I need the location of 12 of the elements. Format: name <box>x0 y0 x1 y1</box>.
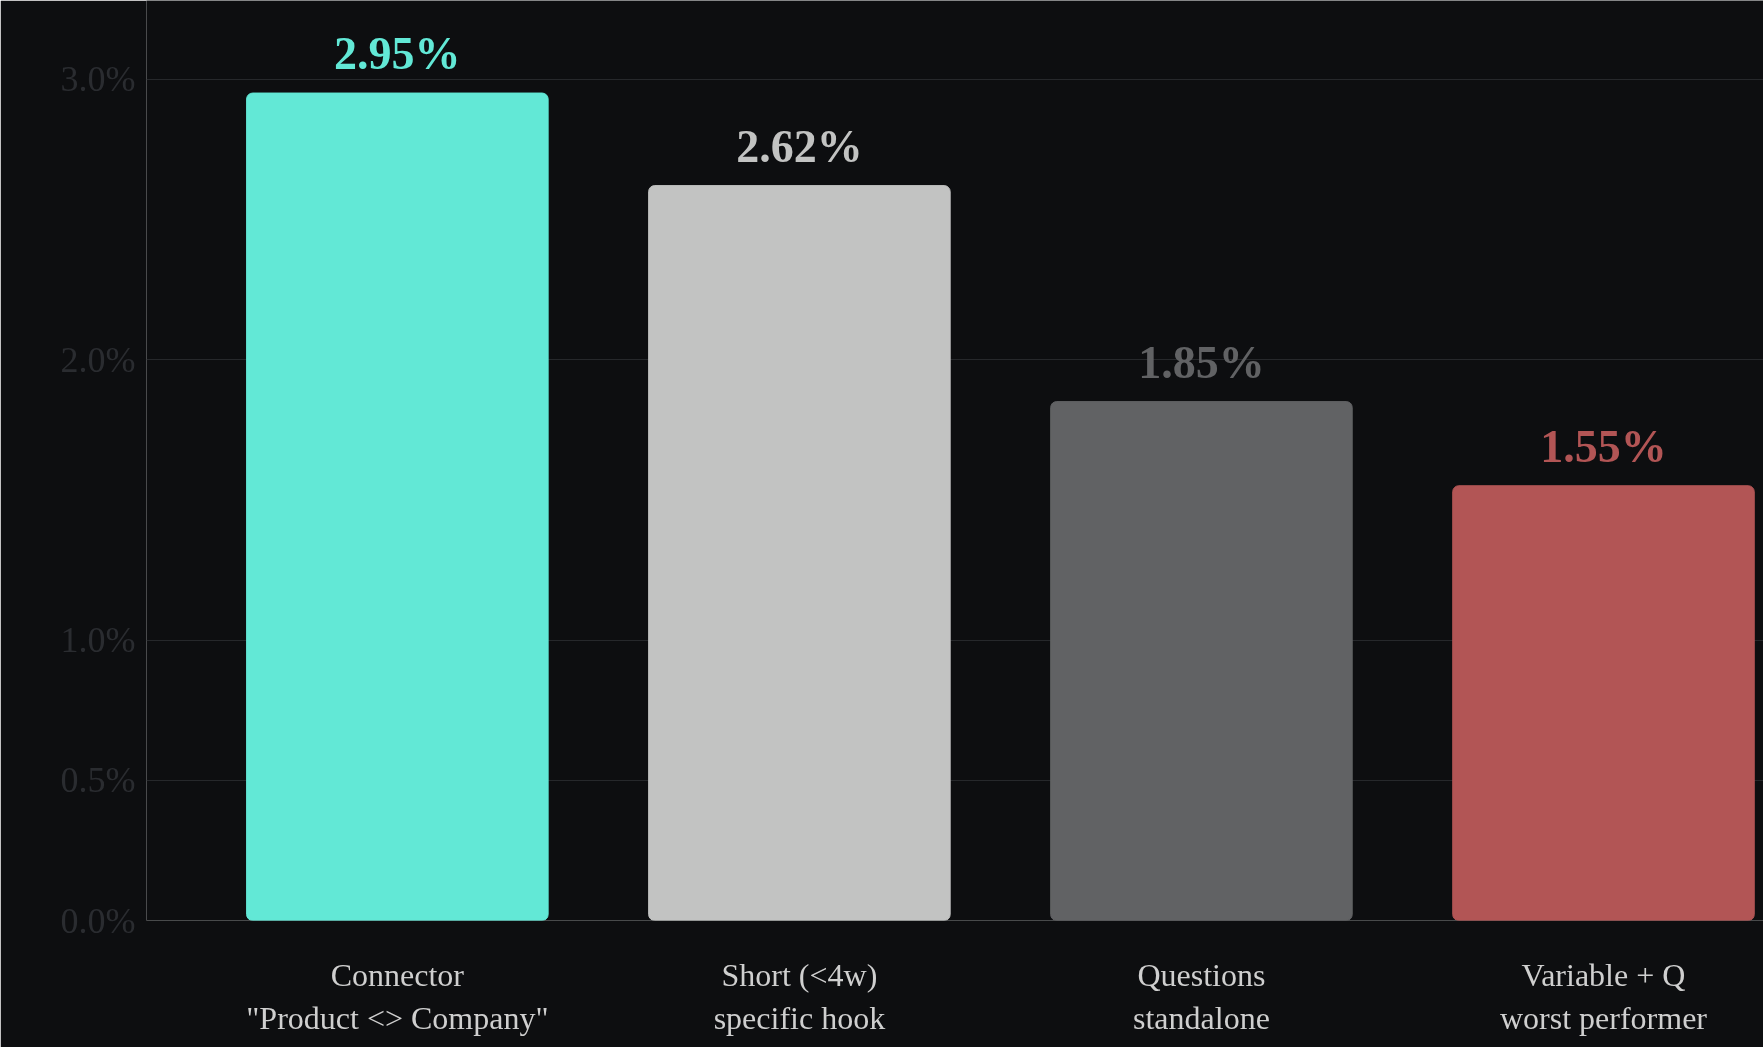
x-tick-label: Questions standalone <box>1133 956 1270 1036</box>
x-tick-label: Connector "Product <> Company" <box>246 956 549 1036</box>
data-label: 1.55% <box>1540 420 1667 472</box>
data-label: 1.85% <box>1138 336 1265 388</box>
bar <box>648 185 951 921</box>
bar <box>1050 401 1353 921</box>
bar <box>1452 485 1755 921</box>
data-label: 2.95% <box>334 28 461 80</box>
data-label: 2.62% <box>736 120 863 172</box>
x-tick-label: Variable + Q worst performer <box>1499 956 1708 1036</box>
bar <box>246 92 549 921</box>
x-tick-label: Short (<4w) specific hook <box>713 956 886 1036</box>
